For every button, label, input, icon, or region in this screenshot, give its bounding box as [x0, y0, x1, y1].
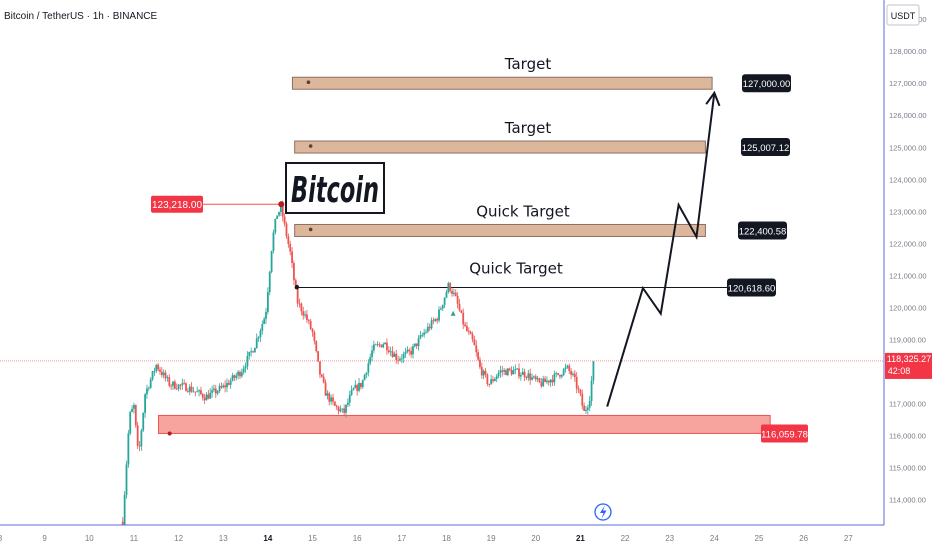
x-tick-label: 26: [799, 534, 808, 543]
target-price-label: 122,400.58: [738, 221, 787, 240]
high-price-label: 123,218.00: [151, 195, 203, 213]
target-level-2[interactable]: Target 125,007.12: [294, 119, 790, 157]
target-price-label: 120,618.60: [727, 278, 776, 297]
svg-text:123,218.00: 123,218.00: [152, 200, 202, 211]
y-tick-label: 128,000.00: [889, 47, 927, 56]
y-tick-label: 126,000.00: [889, 111, 927, 120]
bitcoin-badge: Bitcoin: [285, 162, 385, 214]
x-tick-label: 21: [576, 534, 585, 543]
target-level-3[interactable]: Quick Target 122,400.58: [294, 202, 787, 240]
target-title: Target: [504, 55, 552, 73]
target-title: Target: [504, 119, 552, 137]
x-tick-label: 17: [397, 534, 406, 543]
x-tick-label: 27: [844, 534, 853, 543]
x-tick-label: 9: [42, 534, 47, 543]
target-title: Quick Target: [476, 202, 570, 220]
x-tick-label: 16: [353, 534, 362, 543]
target-title: Quick Target: [469, 260, 563, 278]
y-tick-label: 123,000.00: [889, 207, 927, 216]
lightning-icon[interactable]: [594, 503, 612, 521]
svg-text:120,618.60: 120,618.60: [728, 284, 776, 295]
y-tick-label: 127,000.00: [889, 79, 927, 88]
target-level-4[interactable]: Quick Target 120,618.60: [296, 260, 776, 297]
y-tick-label: 119,000.00: [889, 335, 926, 344]
y-tick-label: 120,000.00: [889, 303, 927, 312]
symbol-header: Bitcoin / TetherUS · 1h · BINANCE: [4, 11, 158, 22]
currency-label: USDT: [891, 11, 916, 21]
x-tick-label: 8: [0, 534, 3, 543]
target-price-label: 127,000.00: [742, 74, 791, 93]
x-tick-label: 25: [755, 534, 764, 543]
projection-arrowhead: [705, 90, 721, 107]
support-anchor-dot: [167, 431, 172, 436]
x-tick-label: 14: [263, 534, 272, 543]
target-price-label: 125,007.12: [741, 138, 790, 157]
y-tick-label: 114,000.00: [889, 495, 926, 504]
target-level-1[interactable]: Target 127,000.00: [291, 55, 791, 93]
x-tick-label: 20: [531, 534, 540, 543]
x-tick-label: 13: [219, 534, 228, 543]
y-tick-label: 116,000.00: [889, 431, 926, 440]
x-tick-label: 11: [130, 534, 139, 543]
y-tick-label: 124,000.00: [889, 175, 927, 184]
projection-arrow-path[interactable]: [606, 92, 716, 407]
svg-text:116,059.78: 116,059.78: [761, 429, 808, 440]
x-tick-label: 12: [174, 534, 183, 543]
currency-box[interactable]: USDT: [886, 4, 920, 26]
support-price-label: 116,059.78: [761, 424, 808, 443]
high-point-dot: [278, 201, 285, 208]
time-axis[interactable]: 8 9 10 11 12 13 14 15 16 17 18 19 20 21 22 23 24 25 26 27: [0, 524, 932, 550]
swing-dot: [294, 284, 300, 290]
svg-text:118,325.27: 118,325.27: [887, 354, 931, 364]
x-tick-label: 22: [621, 534, 630, 543]
badge-title: Bitcoin: [291, 170, 379, 211]
svg-text:127,000.00: 127,000.00: [743, 79, 791, 90]
price-axis[interactable]: 114,000.00 115,000.00 116,000.00 117,000.00…: [883, 0, 932, 530]
y-tick-label: 125,000.00: [889, 143, 927, 152]
svg-text:125,007.12: 125,007.12: [742, 143, 790, 154]
x-tick-label: 24: [710, 534, 719, 543]
up-triangle-marker: [450, 310, 456, 316]
x-tick-label: 19: [487, 534, 496, 543]
x-tick-label: 23: [665, 534, 674, 543]
current-price-box: 118,325.27 42:08: [885, 352, 932, 379]
y-tick-label: 115,000.00: [889, 463, 926, 472]
x-tick-label: 18: [442, 534, 451, 543]
svg-text:42:08: 42:08: [888, 366, 911, 376]
y-tick-label: 121,000.00: [889, 271, 927, 280]
support-zone[interactable]: [157, 414, 771, 434]
y-tick-label: 122,000.00: [889, 239, 927, 248]
y-tick-label: 117,000.00: [889, 399, 926, 408]
svg-text:122,400.58: 122,400.58: [739, 226, 787, 237]
x-tick-label: 10: [85, 534, 94, 543]
x-tick-label: 15: [308, 534, 317, 543]
